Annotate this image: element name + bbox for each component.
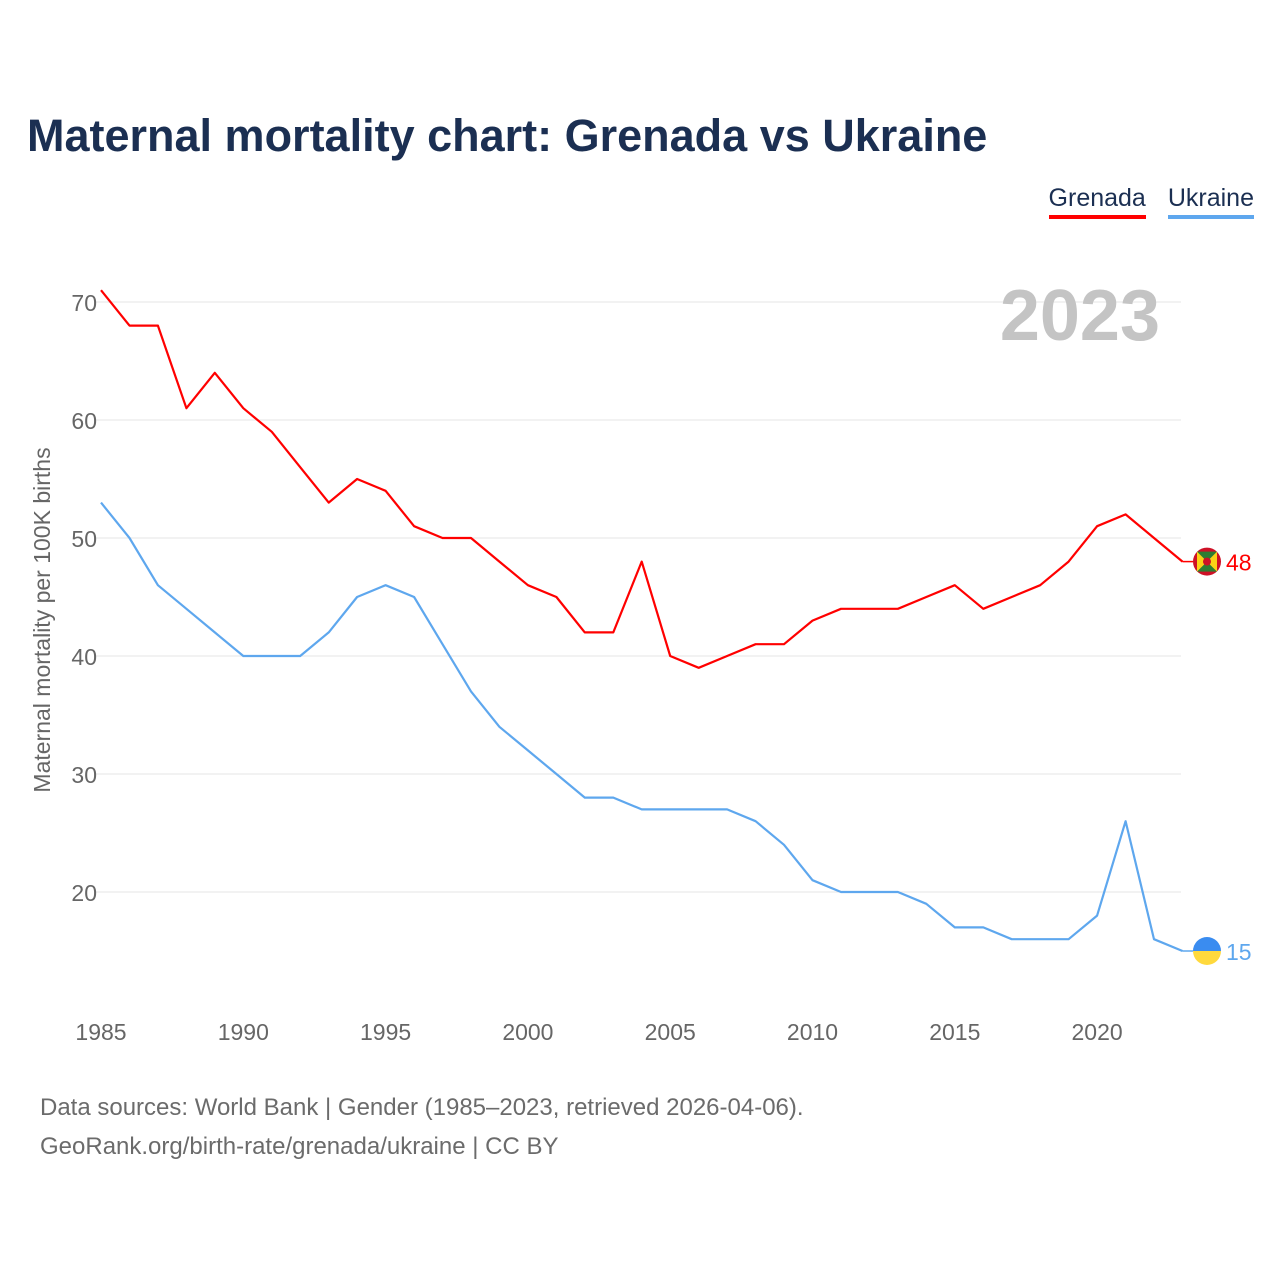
x-tick-label: 2005 — [645, 1019, 696, 1045]
x-tick-label: 1990 — [218, 1019, 269, 1045]
series-line-grenada — [100, 289, 1184, 669]
x-tick-label: 2000 — [502, 1019, 553, 1045]
attribution-text: GeoRank.org/birth-rate/grenada/ukraine |… — [40, 1133, 559, 1160]
x-tick-label: 1985 — [75, 1019, 126, 1045]
x-tick-label: 2020 — [1072, 1019, 1123, 1045]
ukraine-flag-icon — [1193, 951, 1221, 965]
chart-title: Maternal mortality chart: Grenada vs Ukr… — [27, 110, 988, 161]
y-tick-label: 60 — [71, 408, 97, 434]
series-line-ukraine — [100, 501, 1183, 953]
ukraine-flag-icon — [1193, 937, 1221, 951]
y-tick-label: 20 — [71, 880, 97, 906]
y-tick-label: 70 — [71, 290, 97, 316]
legend-grenada: Grenada — [1048, 184, 1146, 219]
end-value-label: 48 — [1226, 550, 1252, 576]
year-label: 2023 — [1000, 276, 1160, 356]
footer: Data sources: World Bank | Gender (1985–… — [40, 1088, 804, 1166]
x-tick-label: 2015 — [929, 1019, 980, 1045]
legend: Grenada Ukraine — [1048, 184, 1254, 219]
source-text: Data sources: World Bank | Gender (1985–… — [40, 1094, 804, 1121]
y-tick-label: 40 — [71, 644, 97, 670]
x-tick-label: 1995 — [360, 1019, 411, 1045]
x-tick-label: 2010 — [787, 1019, 838, 1045]
grenada-flag-icon — [1203, 557, 1211, 566]
end-value-label: 15 — [1226, 939, 1252, 965]
y-tick-label: 50 — [71, 526, 97, 552]
y-tick-label: 30 — [71, 762, 97, 788]
y-axis-label: Maternal mortality per 100K births — [29, 447, 55, 792]
legend-ukraine: Ukraine — [1167, 184, 1254, 219]
